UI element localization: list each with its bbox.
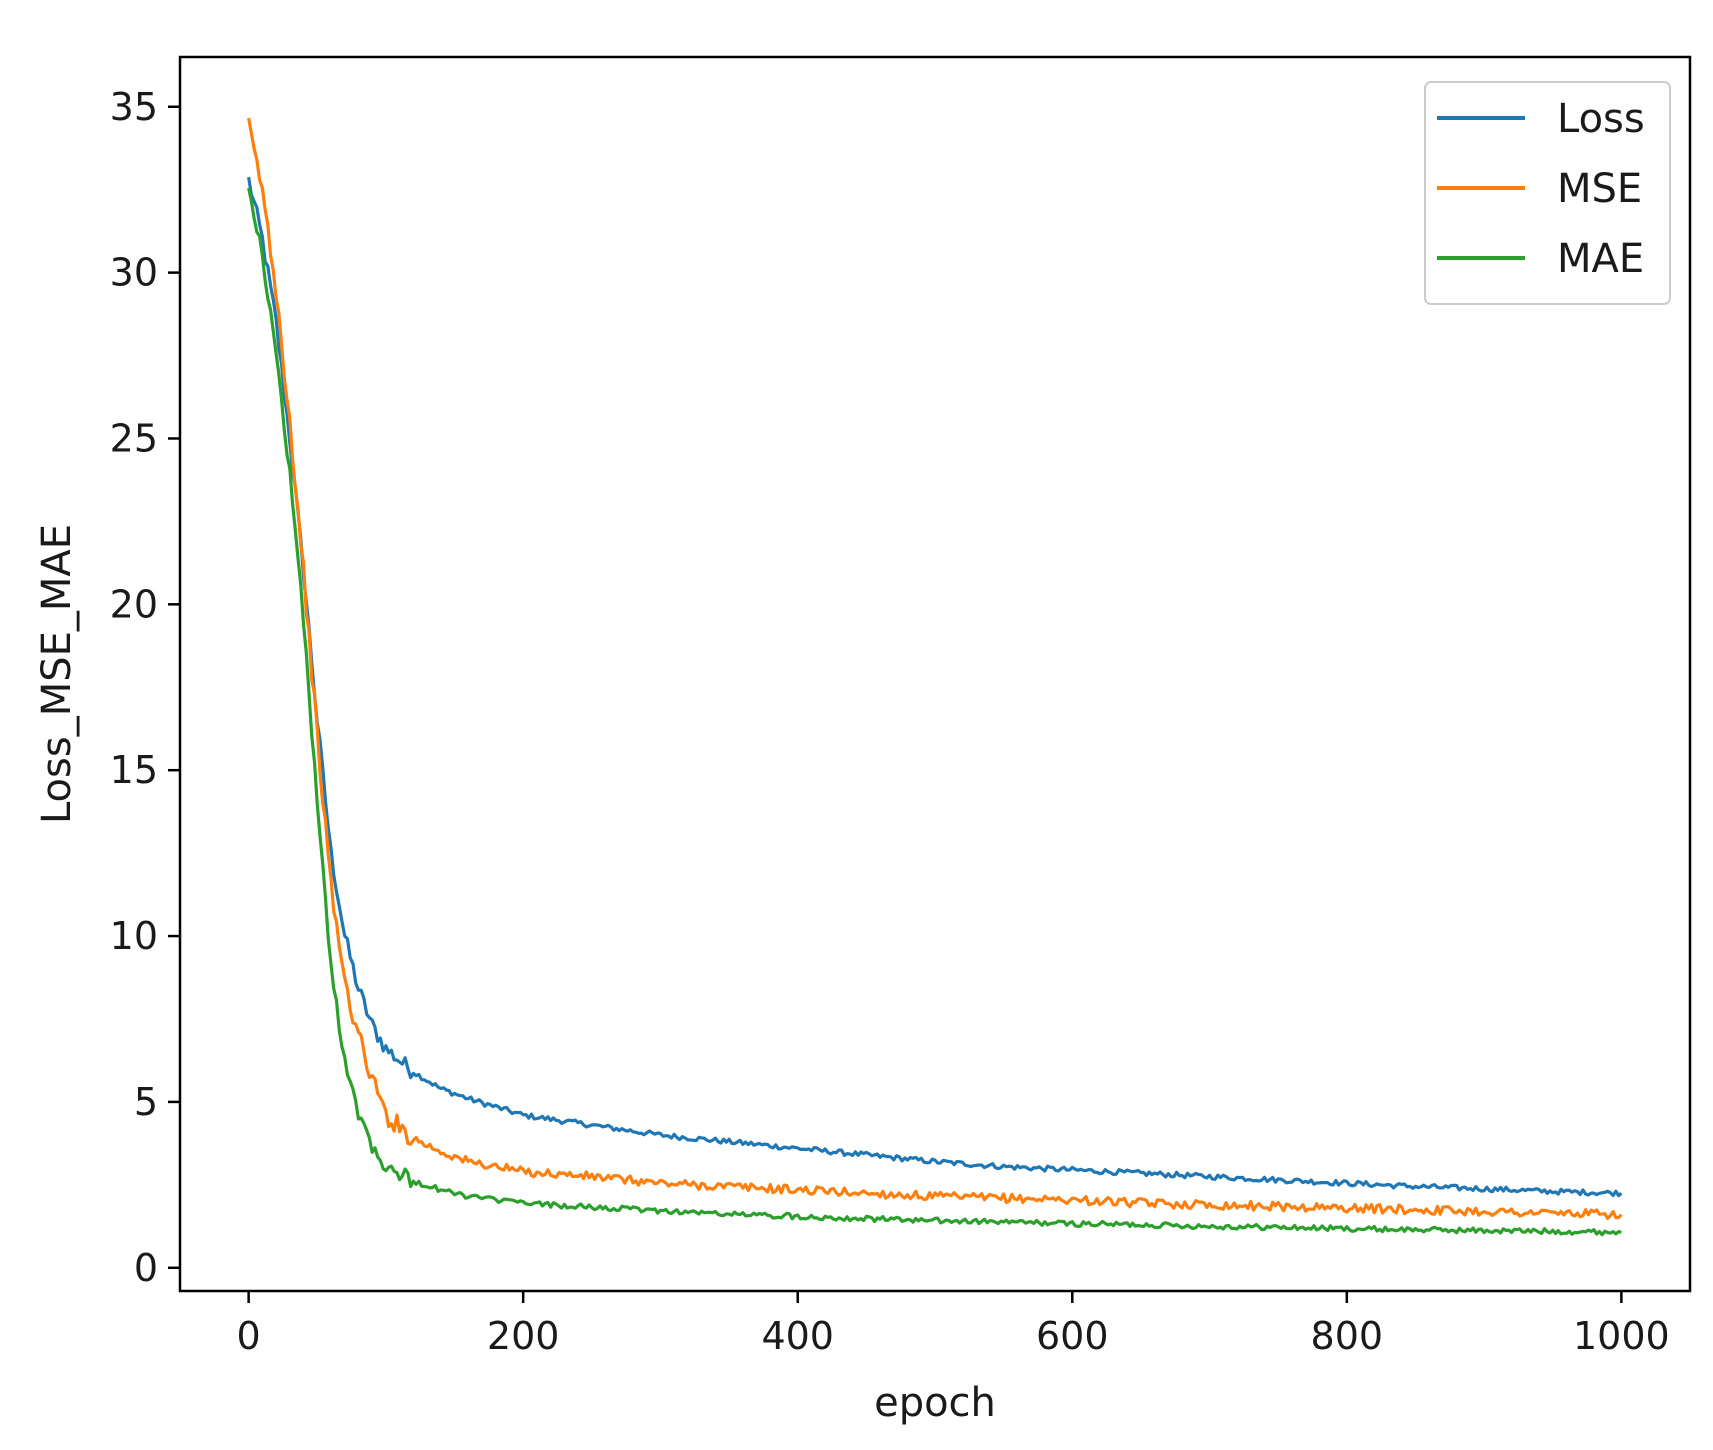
y-tick-label: 0 — [134, 1246, 158, 1290]
plot-area — [247, 117, 1623, 1237]
legend-label-mae: MAE — [1557, 236, 1644, 282]
legend: Loss MSE MAE — [1424, 81, 1671, 305]
y-axis-ticks: 0 5 10 15 20 25 30 35 — [110, 85, 180, 1290]
y-tick-label: 15 — [110, 748, 158, 792]
y-tick-label: 10 — [110, 914, 158, 958]
x-tick-label: 200 — [487, 1314, 560, 1358]
x-tick-label: 1000 — [1573, 1314, 1670, 1358]
x-axis-label: epoch — [874, 1380, 996, 1426]
y-tick-label: 30 — [110, 251, 158, 295]
series-line-mae — [247, 187, 1622, 1237]
x-tick-label: 0 — [237, 1314, 261, 1358]
legend-label-mse: MSE — [1557, 166, 1642, 212]
plot-frame — [178, 55, 1692, 1293]
legend-label-loss: Loss — [1557, 96, 1645, 142]
y-tick-label: 5 — [134, 1080, 158, 1124]
x-tick-label: 800 — [1311, 1314, 1384, 1358]
legend-items: Loss MSE MAE — [1437, 96, 1645, 282]
legend-box — [1424, 81, 1671, 305]
y-axis-label: Loss_MSE_MAE — [34, 524, 80, 824]
y-tick-label: 25 — [110, 416, 158, 460]
x-tick-label: 600 — [1036, 1314, 1109, 1358]
x-tick-label: 400 — [761, 1314, 834, 1358]
x-axis-ticks: 0 200 400 600 800 1000 — [237, 1291, 1670, 1358]
y-tick-label: 35 — [110, 85, 158, 129]
y-tick-label: 20 — [110, 582, 158, 626]
series-line-loss — [247, 176, 1623, 1198]
series-line-mse — [247, 117, 1623, 1221]
